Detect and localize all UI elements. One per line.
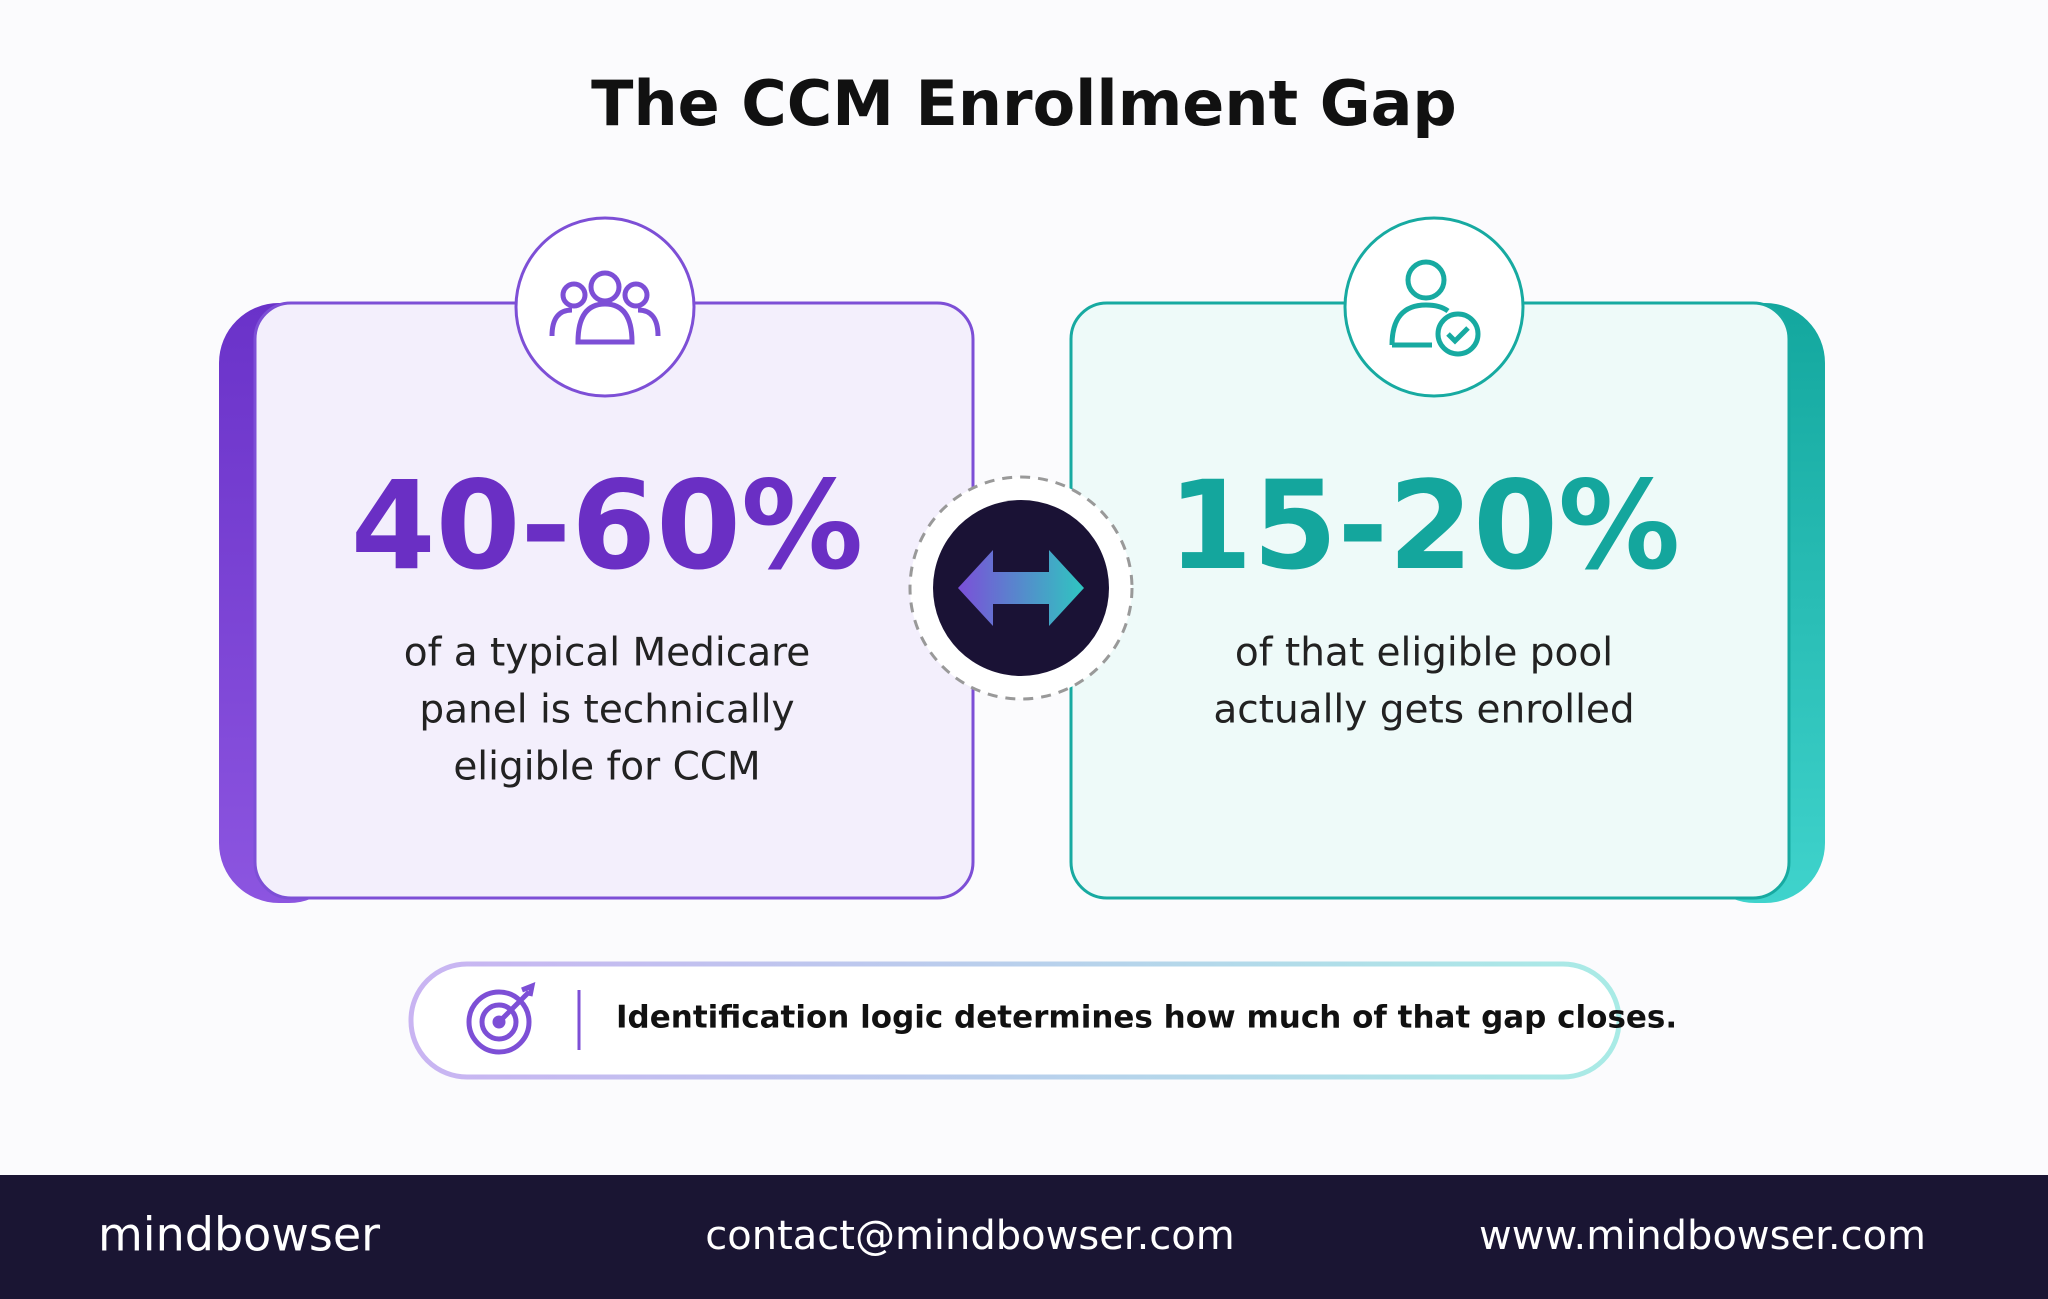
footer: [0, 1175, 2048, 1299]
callout-pill: [408, 961, 1622, 1080]
website: www.mindbowser.com: [1479, 1213, 1926, 1259]
icon-circle: [514, 216, 696, 398]
brand: mindbowser: [98, 1208, 380, 1262]
target-icon: [466, 981, 536, 1055]
user-check-icon: [1389, 259, 1481, 357]
stat: 15-20%: [1168, 455, 1680, 597]
callout-text: Identification logic determines how much…: [616, 1000, 1677, 1036]
card-text: panel is technically: [419, 688, 794, 733]
card-text: actually gets enrolled: [1213, 688, 1634, 733]
title: The CCM Enrollment Gap: [591, 67, 1457, 140]
card-text: eligible for CCM: [453, 745, 760, 790]
stat: 40-60%: [351, 455, 863, 597]
group-icon: [549, 270, 661, 345]
card-text: of that eligible pool: [1235, 631, 1613, 676]
card-text: of a typical Medicare: [404, 631, 811, 676]
double-arrow: [958, 550, 1084, 626]
email: contact@mindbowser.com: [705, 1213, 1234, 1259]
